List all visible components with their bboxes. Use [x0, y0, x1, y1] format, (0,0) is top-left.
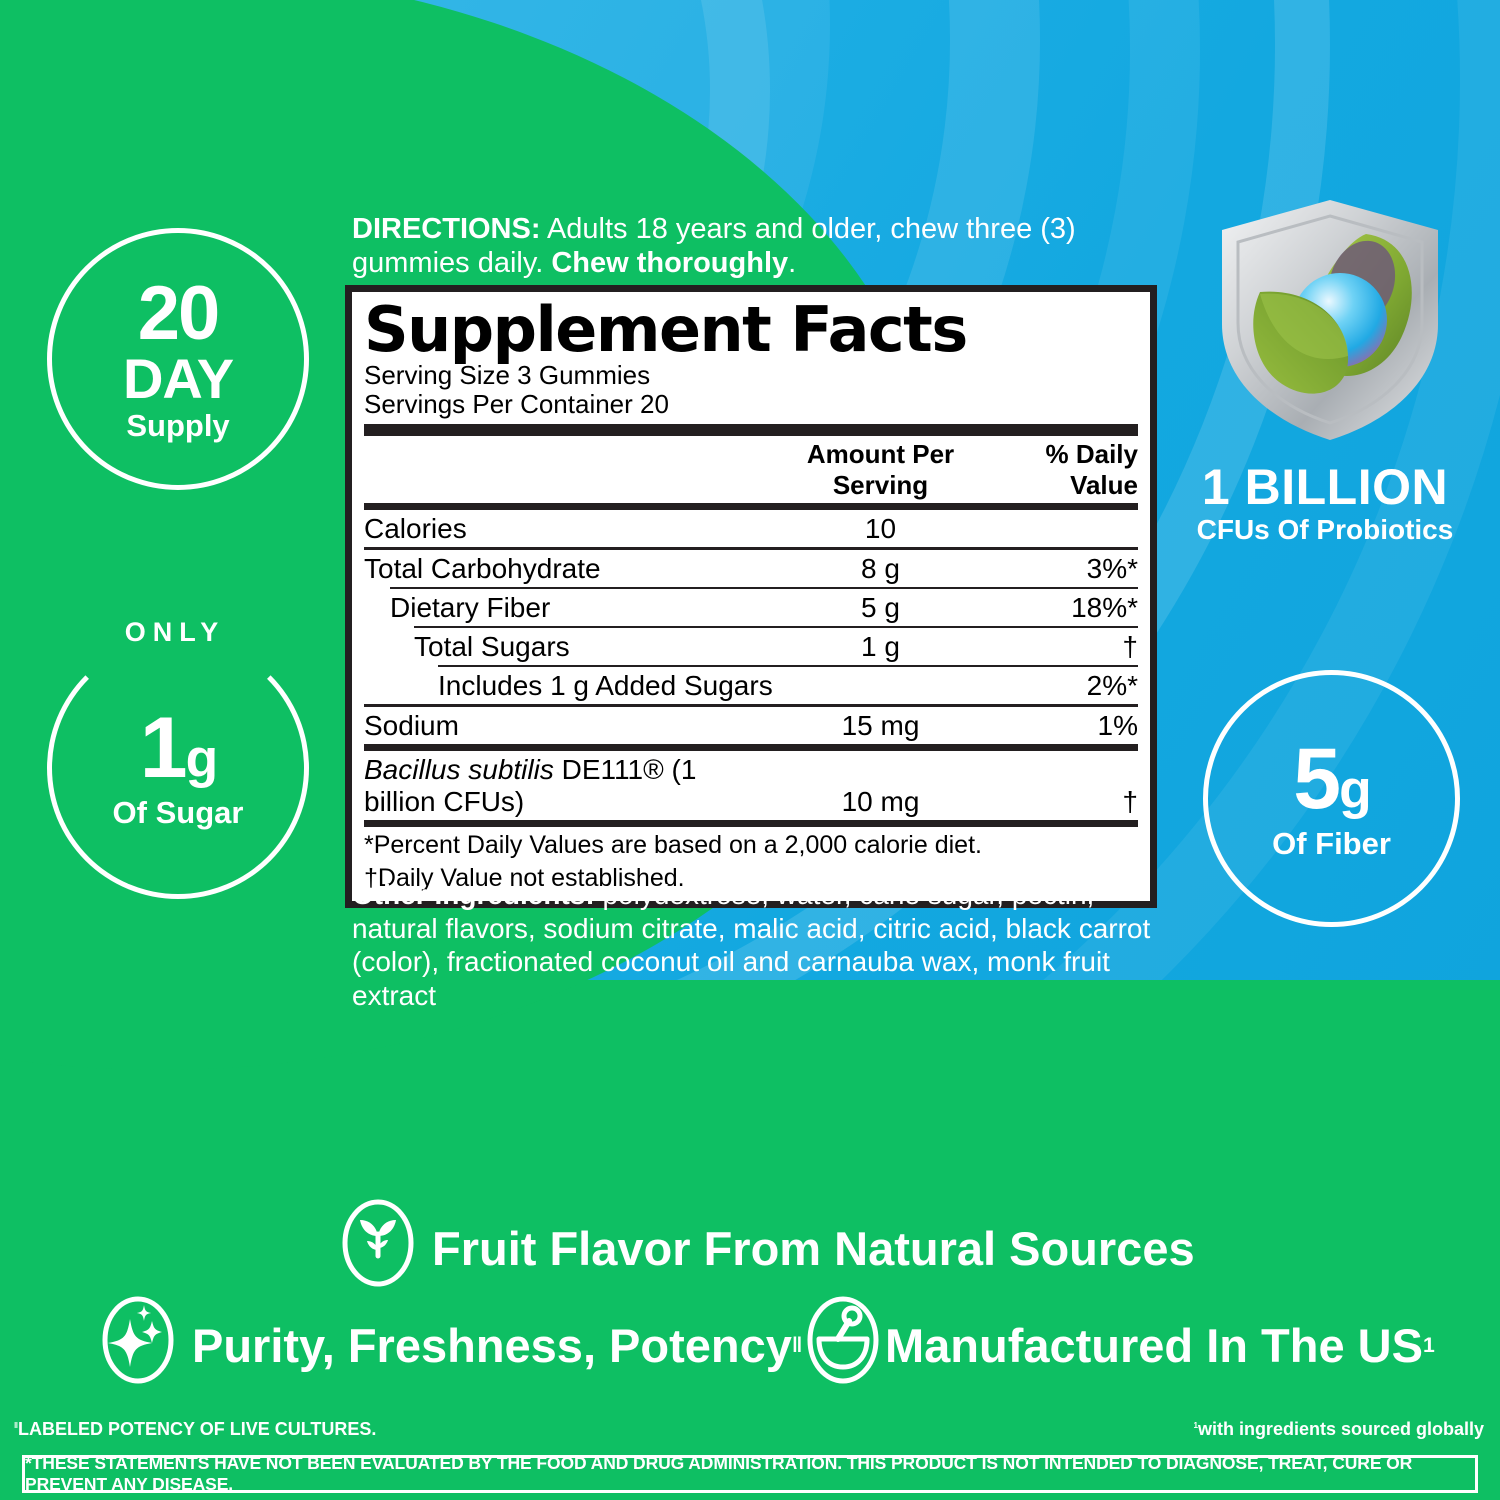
badge-fiber: 5g Of Fiber	[1203, 670, 1460, 927]
sprout-icon	[340, 1198, 416, 1299]
claim-manufactured-marker: 1	[1422, 1333, 1435, 1357]
badge-sugar: 1g Of Sugar	[47, 637, 309, 899]
col-dv-header: % Daily Value	[1045, 439, 1139, 501]
footnote-left-text: LABELED POTENCY OF LIVE CULTURES.	[18, 1419, 377, 1439]
rule	[364, 704, 1138, 708]
other-ingredients-label: Other Ingredients:	[352, 879, 595, 910]
badge-sugar-caption: Of Sugar	[112, 795, 244, 831]
badge-supply-caption: Supply	[126, 407, 230, 443]
table-row: Calories 10	[364, 510, 1138, 547]
badge-supply-value: 20	[137, 270, 221, 356]
fda-disclaimer: *THESE STATEMENTS HAVE NOT BEEN EVALUATE…	[22, 1453, 1478, 1494]
row-dv: 3%*	[1086, 553, 1138, 585]
row-dv: †	[1122, 631, 1138, 663]
footnote-right-text: with ingredients sourced globally	[1197, 1419, 1484, 1439]
rule	[364, 547, 1138, 551]
row-amount: 10 mg	[841, 786, 920, 818]
background-green	[0, 980, 1500, 1500]
footnote-left: ‖LABELED POTENCY OF LIVE CULTURES.	[14, 1419, 376, 1440]
directions-emphasis: Chew thoroughly	[551, 247, 789, 280]
row-name: Dietary Fiber	[390, 592, 551, 624]
claim-purity-marker: ‖	[791, 1333, 803, 1357]
row-amount: 15 mg	[841, 710, 920, 742]
col-amount-header: Amount Per Serving	[806, 439, 955, 501]
cfu-subtitle: CFUs Of Probiotics	[1196, 514, 1454, 545]
shield-leaf-sphere-icon	[1222, 200, 1438, 440]
badge-supply-unit: DAY	[122, 346, 234, 410]
other-ingredients-text: polydextrose, water, cane sugar, pectin,…	[352, 879, 1151, 1011]
row-name: Total Sugars	[414, 631, 570, 663]
claim-fruit-flavor-label: Fruit Flavor From Natural Sources	[432, 1222, 1195, 1275]
claim-fruit-flavor: Fruit Flavor From Natural Sources	[340, 1198, 1195, 1299]
badge-sugar-prefix: ONLY	[124, 617, 226, 647]
footnote-right: 1with ingredients sourced globally	[1193, 1419, 1484, 1440]
footnote-daily-values: *Percent Daily Values are based on a 2,0…	[364, 831, 982, 860]
row-name: Total Carbohydrate	[364, 553, 601, 585]
mortar-pestle-icon	[805, 1295, 881, 1396]
table-row: Total Sugars 1 g †	[364, 628, 1138, 665]
directions-label: DIRECTIONS:	[352, 213, 541, 245]
badge-fiber-caption: Of Fiber	[1272, 825, 1391, 861]
rule	[390, 587, 1138, 590]
table-row: Sodium 15 mg 1%	[364, 707, 1138, 744]
row-dv: 2%*	[1086, 670, 1138, 702]
row-dv: 1%	[1097, 710, 1138, 742]
row-name: Includes 1 g Added Sugars	[438, 670, 773, 702]
table-row-probiotic: Bacillus subtilis DE111® (1 billion CFUs…	[364, 751, 1138, 820]
rule	[364, 744, 1138, 752]
badge-sugar-value: 1g	[139, 700, 218, 797]
sparkle-icon	[100, 1295, 176, 1396]
rule	[438, 665, 1138, 668]
claim-manufactured-label: Manufactured In The US	[885, 1319, 1423, 1372]
footnote-left-marker: ‖	[14, 1421, 19, 1430]
rule	[414, 626, 1138, 629]
row-amount: 1 g	[861, 631, 900, 663]
row-dv: 18%*	[1071, 592, 1138, 624]
rule	[364, 503, 1138, 511]
table-header-row: Amount Per Serving % Daily Value	[364, 436, 1138, 503]
claim-purity-label: Purity, Freshness, Potency	[192, 1319, 792, 1372]
rule	[364, 820, 1138, 828]
footnote-right-marker: 1	[1193, 1421, 1198, 1430]
table-row: Includes 1 g Added Sugars 2%*	[364, 667, 1138, 704]
serving-size: Serving Size 3 Gummies	[364, 360, 651, 391]
footnote-dv-not-established: †Daily Value not established.	[364, 864, 685, 893]
row-dv: †	[1122, 786, 1138, 818]
row-name: Calories	[364, 513, 467, 545]
table-row: Total Carbohydrate 8 g 3%*	[364, 550, 1138, 587]
directions-body: Adults 18 years and older, chew three (3…	[352, 213, 1076, 280]
row-name-italic: Bacillus subtilis	[364, 754, 554, 786]
servings-per-container: Servings Per Container 20	[364, 389, 669, 420]
row-name: Sodium	[364, 710, 459, 742]
other-ingredients: Other Ingredients: polydextrose, water, …	[352, 878, 1152, 1012]
supplement-facts-title: Supplement Facts	[364, 293, 968, 366]
badge-fiber-value: 5g	[1293, 730, 1371, 827]
row-name-rest: DE111® (1 billion CFUs)	[364, 754, 697, 818]
directions-text: DIRECTIONS: Adults 18 years and older, c…	[352, 212, 1142, 280]
row-amount: 5 g	[861, 592, 900, 624]
cfu-title: 1 BILLION	[1201, 459, 1449, 515]
probiotic-shield	[1216, 196, 1444, 444]
row-amount: 10	[864, 513, 897, 545]
claim-manufactured-us: Manufactured In The US 1	[805, 1295, 1435, 1396]
row-amount: 8 g	[861, 553, 900, 585]
badge-day-supply: 20 DAY Supply	[47, 228, 309, 490]
supplement-facts-panel: Supplement Facts Serving Size 3 Gummies …	[345, 285, 1157, 908]
rule	[364, 424, 1138, 437]
claim-purity: Purity, Freshness, Potency ‖	[100, 1295, 802, 1396]
table-row: Dietary Fiber 5 g 18%*	[364, 589, 1138, 626]
directions-period: .	[788, 247, 797, 280]
